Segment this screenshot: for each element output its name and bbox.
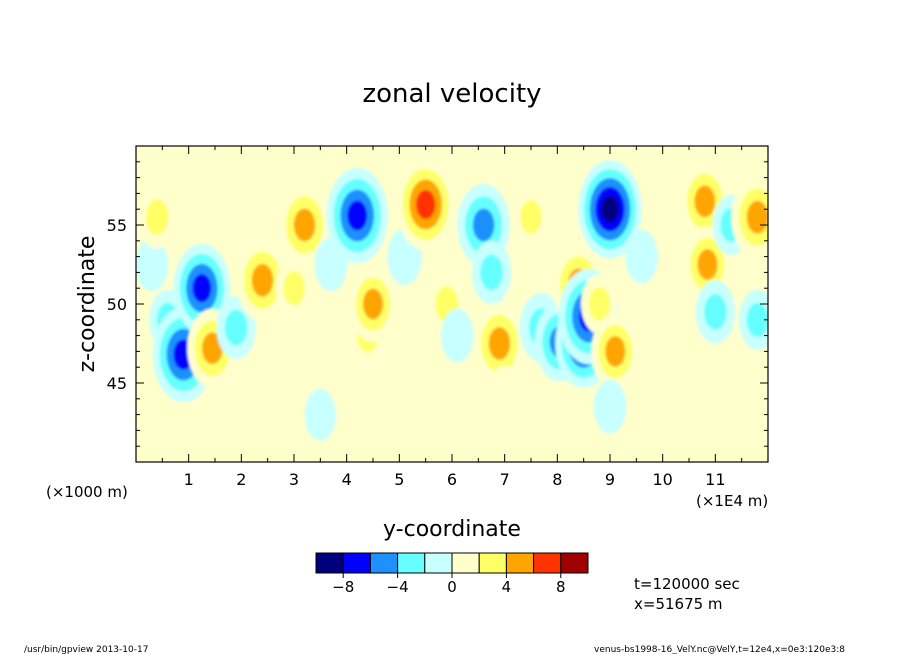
- field-feature: [593, 379, 627, 434]
- y-axis-label: z-coordinate: [75, 236, 100, 373]
- colorbar-label: 4: [502, 578, 512, 596]
- contour-band: [136, 237, 169, 292]
- colorbar-swatch: [342, 552, 371, 574]
- y-tick-label: 45: [107, 374, 127, 393]
- velocity-field: [136, 146, 768, 462]
- colorbar-label: −8: [332, 578, 354, 596]
- contour-band: [489, 365, 520, 417]
- contour-band: [224, 309, 248, 346]
- field-feature: [656, 261, 690, 316]
- field-feature: [275, 258, 313, 319]
- colorbar-swatch: [424, 552, 453, 574]
- x-tick-label: 5: [394, 470, 404, 489]
- contour-band: [588, 287, 611, 321]
- x-tick-label: 9: [605, 470, 615, 489]
- colorbar: −8 −4 0 4 8: [315, 552, 589, 596]
- x-tick-label: 4: [342, 470, 352, 489]
- field-feature: [304, 388, 336, 441]
- field-feature: [278, 183, 331, 267]
- contour-band: [605, 336, 626, 367]
- field-feature: [695, 280, 735, 344]
- contour-band: [304, 388, 336, 441]
- contour-band: [656, 261, 690, 316]
- contour-band: [283, 271, 305, 306]
- field-feature: [738, 289, 768, 350]
- colorbar-swatch: [533, 552, 562, 574]
- x-tick-label: 8: [552, 470, 562, 489]
- field-feature: [236, 239, 289, 322]
- x-tick-label: 1: [184, 470, 194, 489]
- footer-program: /usr/bin/gpview 2013-10-17: [24, 645, 148, 654]
- colorbar-swatch: [369, 552, 399, 574]
- x-tick-label: 6: [447, 470, 457, 489]
- contour-band: [145, 199, 169, 235]
- position-annotation: x=51675 m: [634, 595, 723, 613]
- contour-band: [202, 332, 223, 365]
- colorbar-swatch: [560, 552, 589, 574]
- contour-band: [251, 263, 274, 297]
- field-feature: [512, 187, 550, 248]
- colorbar-swatch: [397, 552, 426, 574]
- contour-band: [347, 200, 368, 231]
- field-feature: [731, 175, 768, 259]
- field-feature: [471, 240, 512, 304]
- colorbar-swatch: [505, 552, 535, 574]
- x-tick-label: 3: [289, 470, 299, 489]
- contour-band: [472, 208, 495, 242]
- field-feature: [396, 158, 456, 251]
- footer-source: venus-bs1998-16_VelY.nc@VelY,t=12e4,x=0e…: [594, 645, 845, 654]
- field-feature: [625, 229, 658, 284]
- contour-band: [192, 274, 212, 303]
- x-units-label: (×1E4 m): [696, 492, 768, 510]
- field-feature: [578, 160, 642, 259]
- contour-band: [694, 185, 716, 218]
- colorbar-swatch: [451, 552, 480, 574]
- contour-band: [488, 327, 511, 360]
- x-tick-label: 11: [705, 470, 725, 489]
- field-feature: [349, 266, 397, 342]
- x-tick-label: 2: [236, 470, 246, 489]
- field-feature: [136, 237, 169, 292]
- colorbar-label: 0: [447, 578, 457, 596]
- contour-band: [480, 254, 503, 291]
- field-feature: [457, 183, 510, 267]
- x-tick-label: 7: [500, 470, 510, 489]
- contour-band: [704, 294, 727, 330]
- contour-band: [416, 189, 436, 219]
- colorbar-label: −4: [387, 578, 409, 596]
- contour-band: [363, 288, 383, 320]
- contour-band: [601, 196, 619, 223]
- y-tick-label: 55: [107, 216, 127, 235]
- colorbar-swatch: [315, 552, 344, 574]
- contour-band: [293, 208, 316, 242]
- field-feature: [489, 365, 520, 417]
- x-axis-label: y-coordinate: [383, 517, 521, 542]
- field-feature: [591, 313, 640, 390]
- colorbar-swatch: [478, 552, 507, 574]
- time-annotation: t=120000 sec: [634, 575, 740, 593]
- x-offset-label: (×1000 m): [46, 483, 128, 501]
- y-tick-label: 50: [107, 295, 127, 314]
- colorbar-label: 8: [556, 578, 566, 596]
- field-feature: [440, 308, 474, 363]
- contour-band: [593, 379, 627, 434]
- contour-band: [746, 302, 768, 337]
- field-feature: [473, 302, 526, 385]
- chart-title: zonal velocity: [362, 79, 541, 109]
- contour-band: [625, 229, 658, 284]
- contour-band: [520, 200, 542, 235]
- contour-band: [746, 200, 768, 234]
- field-feature: [137, 185, 177, 249]
- x-tick-label: 10: [652, 470, 672, 489]
- contour-band: [440, 308, 474, 363]
- field-feature: [326, 167, 388, 264]
- contour-band: [697, 249, 718, 280]
